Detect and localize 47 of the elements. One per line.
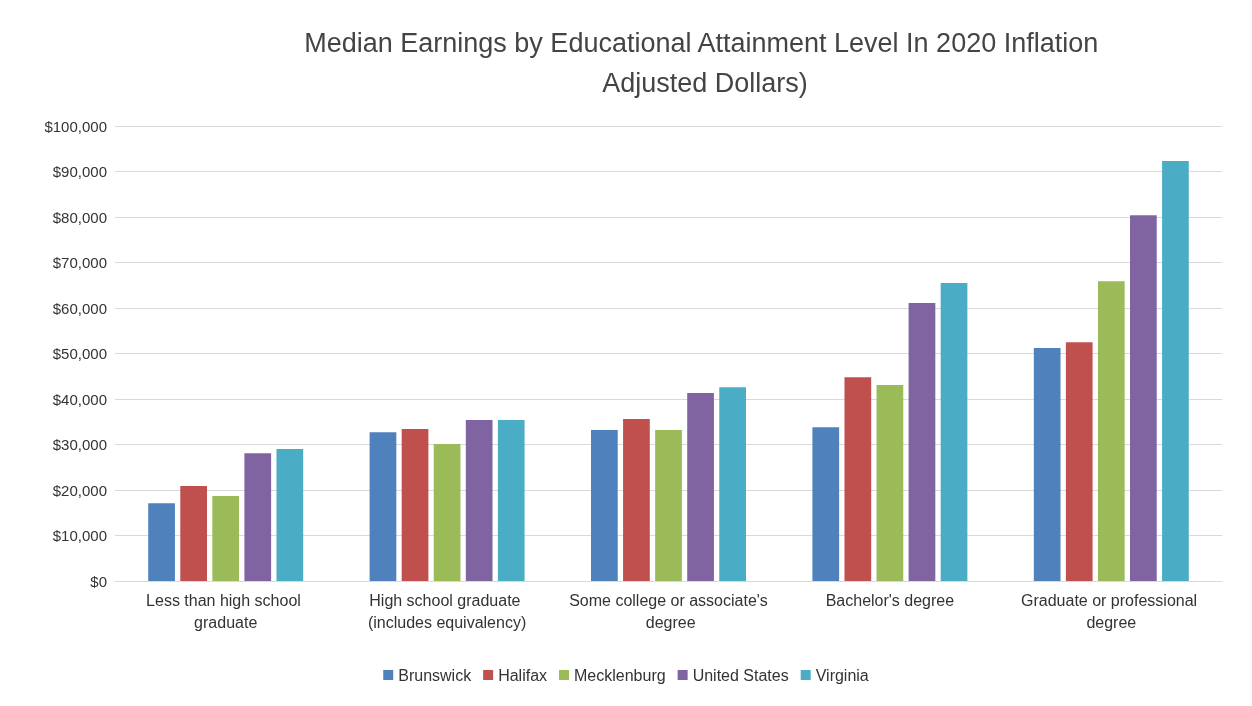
bar (276, 449, 304, 581)
bar (1162, 161, 1189, 581)
y-tick-label: $10,000 (52, 527, 107, 544)
legend-label: Mecklenburg (574, 666, 666, 684)
bar (623, 419, 650, 581)
chart-title: Median Earnings by Educational Attainment Level In 2020 Inflation Adjusted Dollars) (304, 28, 1106, 98)
x-tick-label: Less than high school graduate (146, 591, 306, 631)
bar (719, 387, 746, 581)
bar (401, 429, 429, 581)
y-tick-label: $90,000 (52, 163, 107, 180)
legend-label: Brunswick (398, 666, 473, 684)
y-tick-label: $40,000 (52, 390, 107, 408)
bar (876, 384, 904, 581)
bar (1130, 215, 1157, 581)
bar (687, 393, 714, 581)
x-tick-label: Bachelor's degree (825, 591, 955, 609)
x-tick-label: High school graduate (includes equivalency) (367, 591, 527, 631)
bar (812, 427, 840, 581)
bar (1033, 348, 1061, 581)
bar (1097, 281, 1125, 581)
y-tick-label: $100,000 (44, 117, 107, 135)
legend-label: Halifax (498, 666, 548, 684)
bar (148, 503, 175, 581)
y-tick-label: $20,000 (52, 481, 107, 499)
legend-label: Virginia (815, 666, 869, 684)
bar (591, 429, 618, 581)
x-tick-label: Some college or associate's degree (569, 591, 768, 631)
y-tick-label: $80,000 (52, 208, 107, 226)
y-tick-label: $30,000 (52, 436, 107, 453)
bar (1065, 342, 1093, 581)
legend-label: United States (692, 666, 789, 684)
bar (940, 282, 968, 581)
x-tick-label: Graduate or professional degree (1021, 591, 1202, 631)
bar (212, 495, 240, 581)
bar (369, 432, 397, 581)
bar (844, 377, 872, 581)
bar (244, 453, 272, 581)
y-tick-label: $60,000 (52, 299, 107, 317)
y-tick-label: $0 (90, 572, 107, 590)
bar (908, 303, 936, 581)
y-tick-label: $70,000 (52, 254, 107, 271)
y-tick-label: $50,000 (52, 345, 107, 362)
bar (497, 419, 525, 581)
bar (465, 419, 493, 581)
bar (180, 485, 207, 581)
bar (433, 444, 461, 581)
bar (655, 429, 682, 581)
